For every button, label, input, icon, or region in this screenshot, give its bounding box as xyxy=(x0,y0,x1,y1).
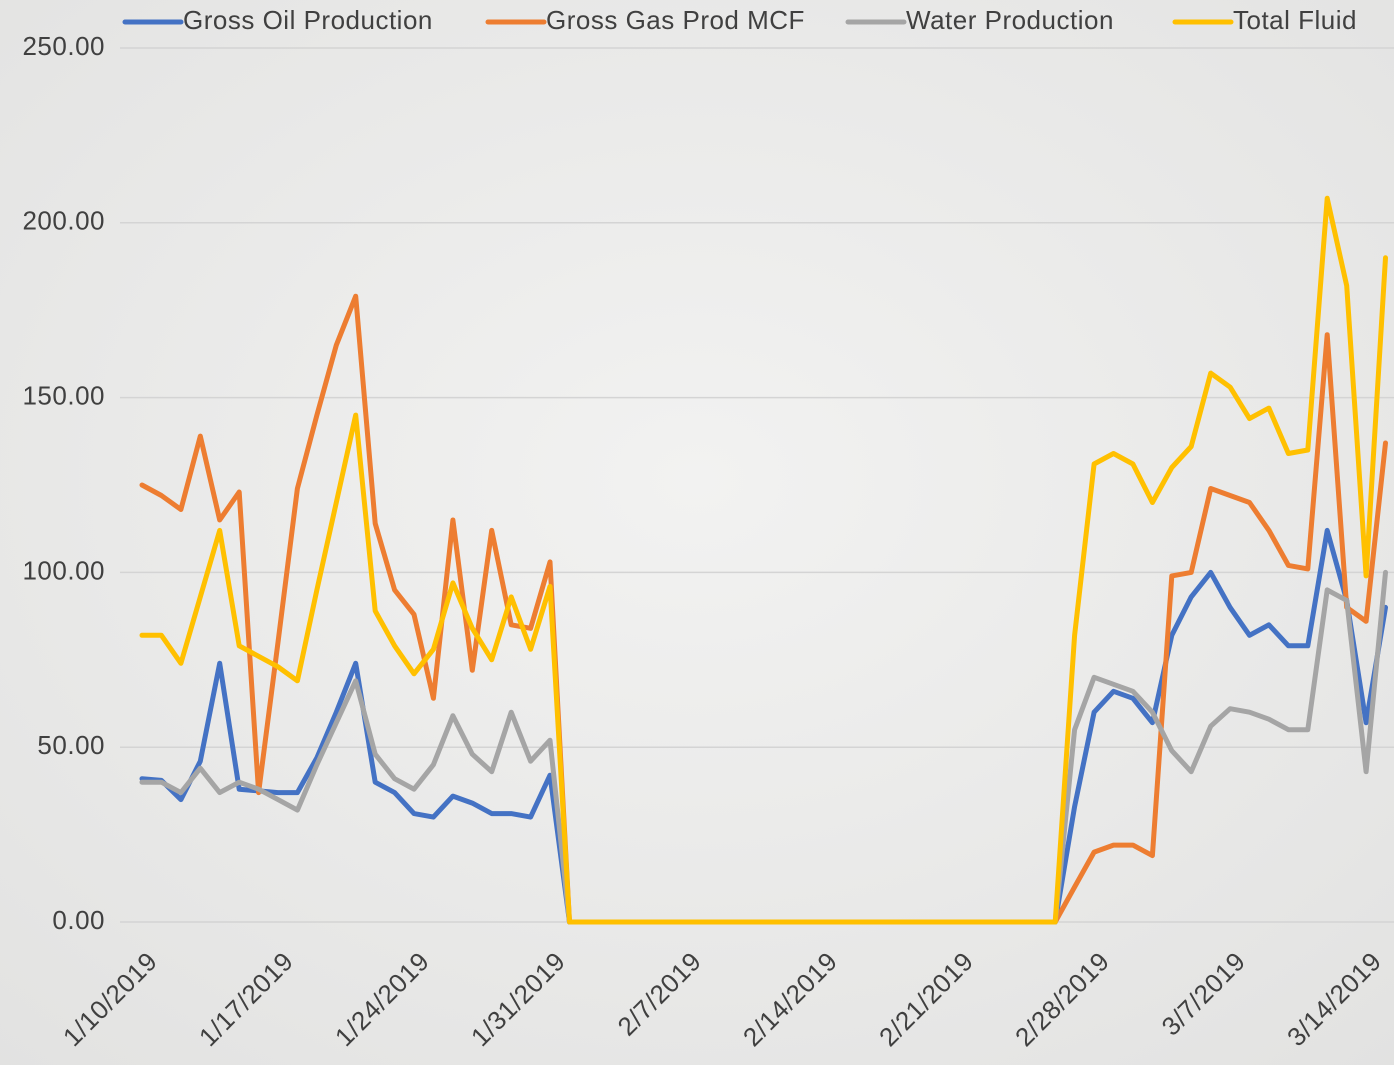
grid xyxy=(120,47,1394,923)
y-tick-label: 200.00 xyxy=(22,206,105,236)
series-line xyxy=(139,195,1388,925)
y-tick-label: 50.00 xyxy=(37,730,105,760)
y-tick-label: 0.00 xyxy=(52,905,105,935)
legend-label: Gross Oil Production xyxy=(183,5,433,35)
y-tick-label: 250.00 xyxy=(22,31,105,61)
y-tick-label: 100.00 xyxy=(22,555,105,585)
y-tick-label: 150.00 xyxy=(22,380,105,410)
legend: Gross Oil Production Gross Gas Prod MCF Wa… xyxy=(122,5,1357,35)
legend-label: Water Production xyxy=(906,5,1114,35)
legend-label: Gross Gas Prod MCF xyxy=(546,5,805,35)
plot-area xyxy=(139,195,1388,925)
legend-label: Total Fluid xyxy=(1233,5,1357,35)
